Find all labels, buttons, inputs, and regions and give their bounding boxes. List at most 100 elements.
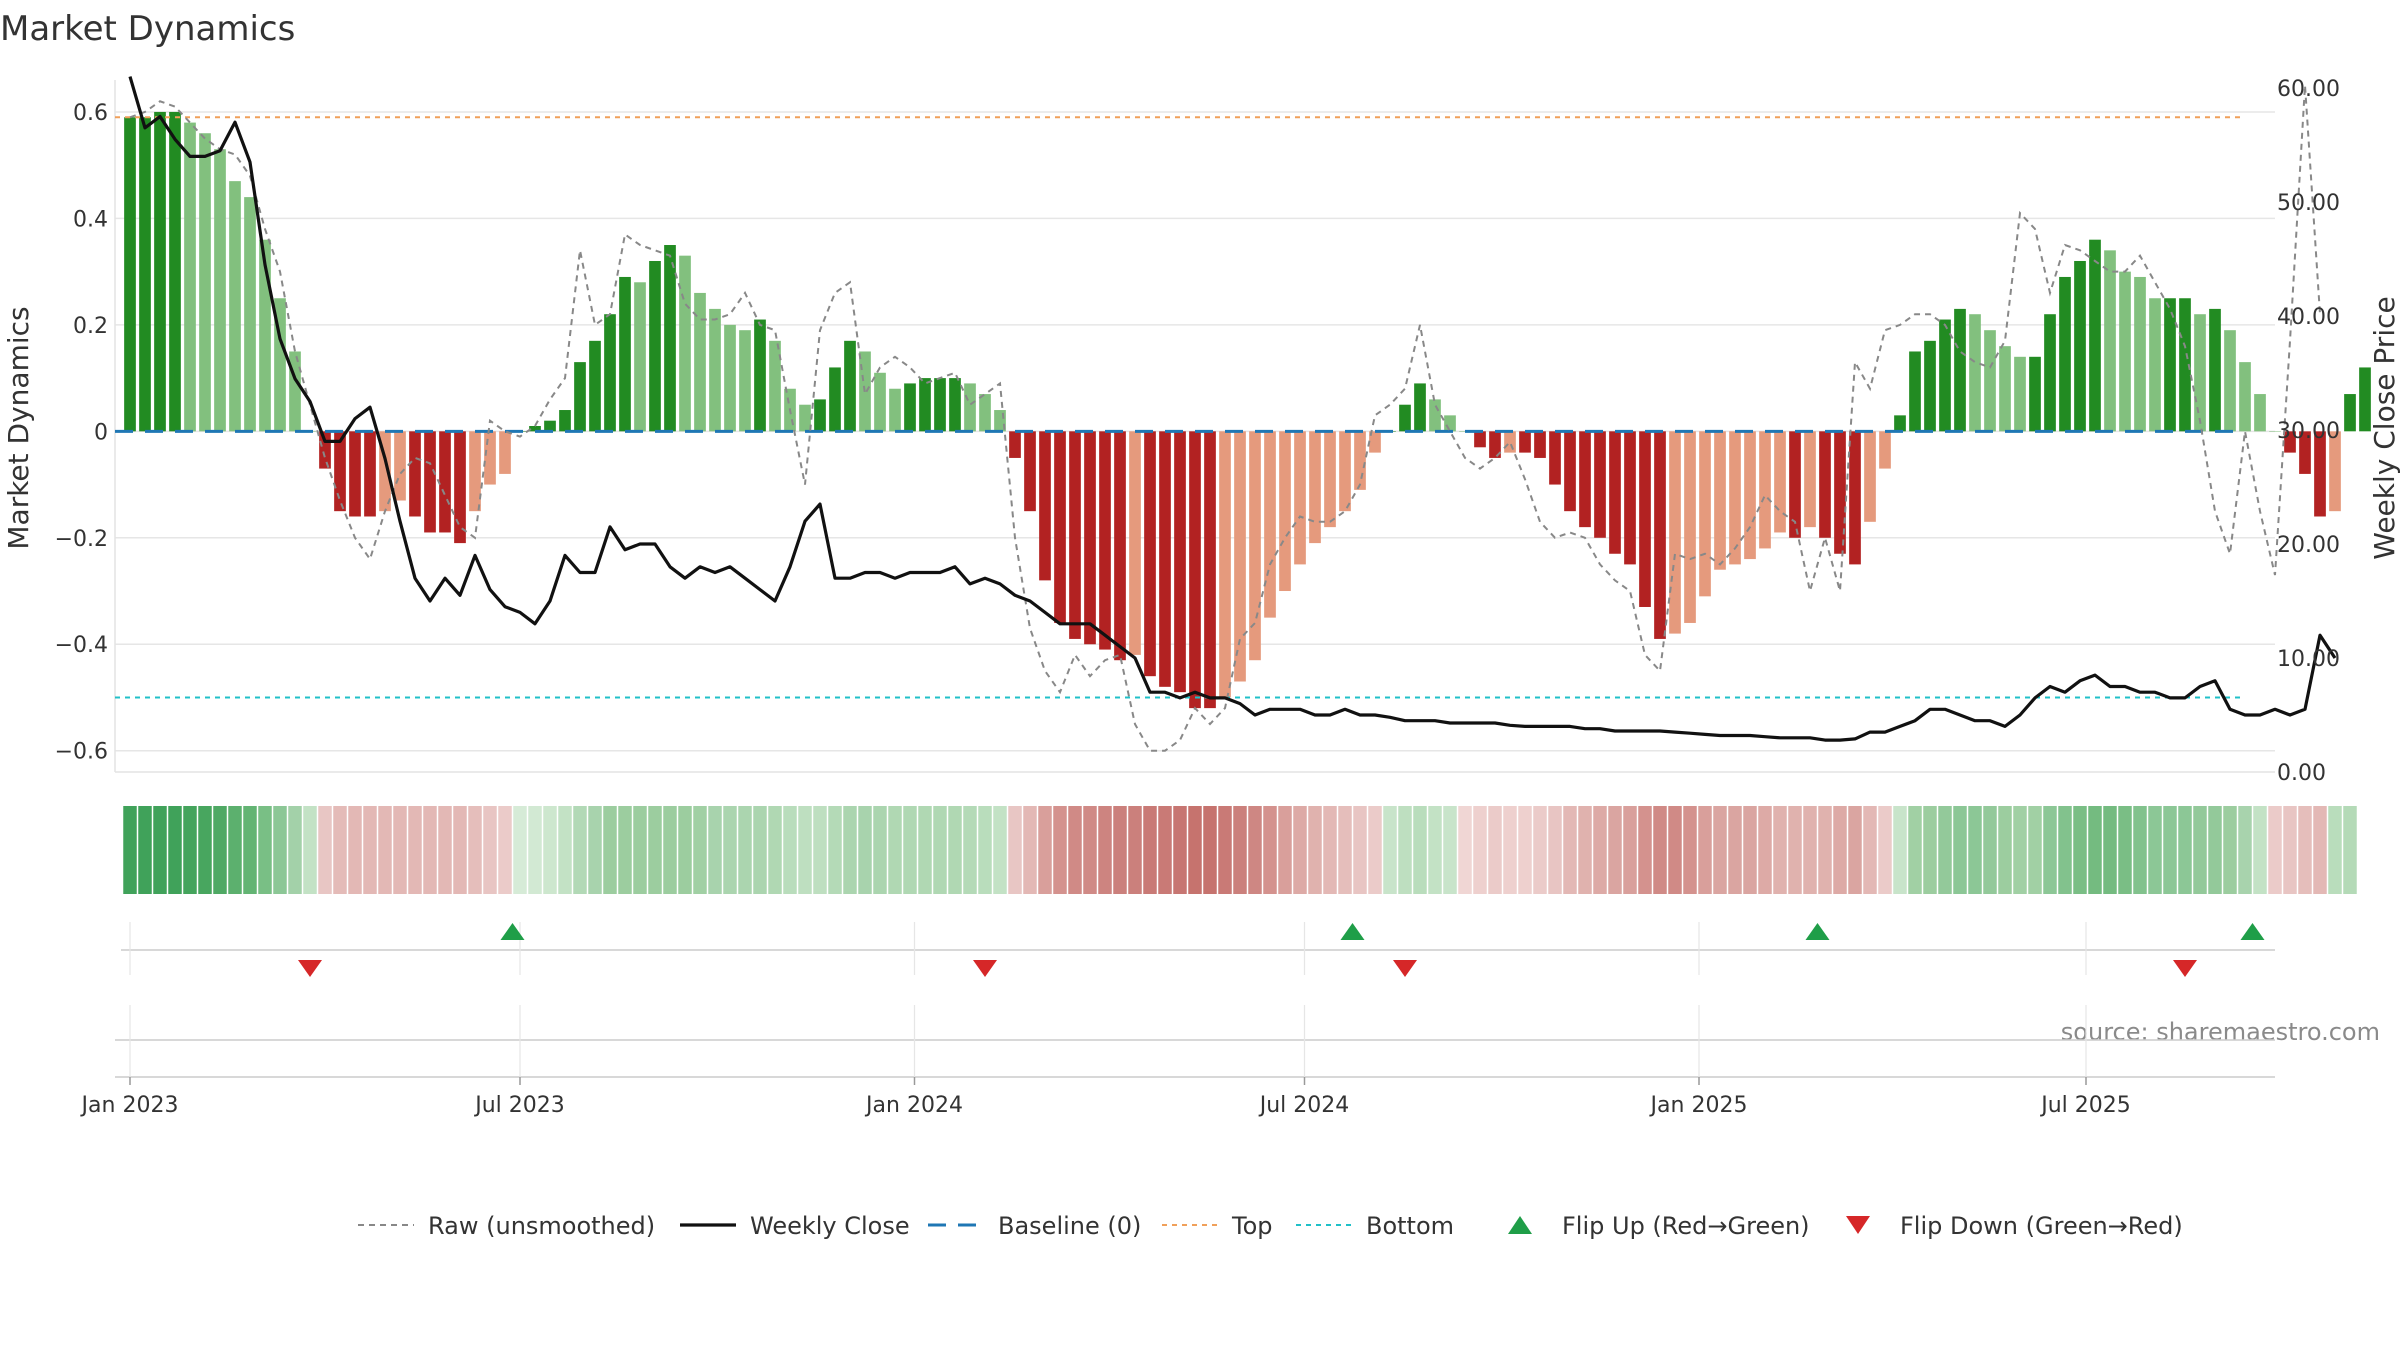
right-y-axis-label: Weekly Close Price [2368, 296, 2400, 559]
regime-band-cell [543, 806, 557, 894]
regime-band-cell [1323, 806, 1337, 894]
dynamics-bar [1369, 431, 1381, 453]
dynamics-bar [1429, 399, 1441, 432]
regime-band-cell [1533, 806, 1547, 894]
regime-band-cell [723, 806, 737, 894]
dynamics-bar [559, 410, 571, 432]
dynamics-bar [1654, 431, 1666, 639]
dynamics-bar [1864, 431, 1876, 522]
regime-band-cell [1908, 806, 1922, 894]
dynamics-bar [724, 324, 736, 432]
regime-band-cell [2103, 806, 2117, 894]
right-tick-label-5: 10.00 [2277, 647, 2340, 672]
regime-band-cell [1878, 806, 1892, 894]
dynamics-bar [1234, 431, 1246, 682]
regime-band-cell [1638, 806, 1652, 894]
regime-band-cell [378, 806, 392, 894]
regime-band-cell [1173, 806, 1187, 894]
regime-band-cell [1203, 806, 1217, 894]
right-tick-label-0: 60.00 [2277, 77, 2340, 102]
regime-band-cell [1263, 806, 1277, 894]
regime-band-cell [408, 806, 422, 894]
regime-band-cell [2088, 806, 2102, 894]
regime-band-cell [483, 806, 497, 894]
regime-band-cell [1818, 806, 1832, 894]
legend-label-flip_down: Flip Down (Green→Red) [1900, 1212, 2183, 1240]
regime-band-cell [1548, 806, 1562, 894]
regime-band-cell [663, 806, 677, 894]
dynamics-bar [1309, 431, 1321, 544]
regime-band-cell [153, 806, 167, 894]
dynamics-bar [1549, 431, 1561, 485]
right-tick-label-6: 0.00 [2277, 761, 2326, 786]
dynamics-bar [334, 431, 346, 512]
dynamics-bar [2269, 431, 2281, 432]
dynamics-bar [1324, 431, 1336, 528]
regime-band-cell [693, 806, 707, 894]
regime-band-cell [1278, 806, 1292, 894]
dynamics-bar [934, 378, 946, 432]
regime-band-cell [2133, 806, 2147, 894]
dynamics-bar [1879, 431, 1891, 469]
dynamics-bar [2059, 276, 2071, 432]
regime-band-cell [2283, 806, 2297, 894]
regime-band-cell [1383, 806, 1397, 894]
regime-band-cell [123, 806, 137, 894]
regime-band-cell [558, 806, 572, 894]
dynamics-bar [739, 330, 751, 432]
regime-band-cell [978, 806, 992, 894]
regime-band-cell [1428, 806, 1442, 894]
regime-band-cell [393, 806, 407, 894]
dynamics-bar [1939, 319, 1951, 432]
dynamics-bar [2359, 367, 2371, 432]
dynamics-bar [1564, 431, 1576, 512]
dynamics-bar [1789, 431, 1801, 538]
dynamics-bar [994, 410, 1006, 432]
dynamics-bar [229, 181, 241, 432]
regime-band-cell [318, 806, 332, 894]
dynamics-bar [2029, 356, 2041, 432]
dynamics-bar [439, 431, 451, 533]
regime-band-cell [168, 806, 182, 894]
regime-band-cell [1563, 806, 1577, 894]
source-credit: source: sharemaestro.com [2061, 1018, 2380, 1046]
dynamics-bar [184, 122, 196, 432]
regime-band-cell [873, 806, 887, 894]
dynamics-bar [1714, 431, 1726, 570]
right-tick-label-2: 40.00 [2277, 305, 2340, 330]
dynamics-bar [604, 314, 616, 432]
dynamics-bar [1159, 431, 1171, 687]
regime-band-cell [1773, 806, 1787, 894]
dynamics-bar [1144, 431, 1156, 677]
dynamics-bar [1924, 340, 1936, 432]
regime-band-cell [1293, 806, 1307, 894]
regime-band-cell [573, 806, 587, 894]
dynamics-bar [829, 367, 841, 432]
dynamics-bar [1609, 431, 1621, 554]
dynamics-bar [2014, 356, 2026, 432]
regime-band-cell [1488, 806, 1502, 894]
dynamics-bar [799, 404, 811, 432]
dynamics-bar [1084, 431, 1096, 645]
dynamics-bar [244, 197, 256, 432]
x-tick-label-4: Jan 2025 [1649, 1093, 1748, 1118]
dynamics-bars [124, 111, 2371, 709]
dynamics-bar [2314, 431, 2326, 517]
dynamics-bar [1999, 346, 2011, 432]
regime-band-cell [1683, 806, 1697, 894]
dynamics-bar [484, 431, 496, 485]
dynamics-bar [2344, 394, 2356, 432]
dynamics-bar [289, 351, 301, 432]
dynamics-bar [619, 276, 631, 432]
dynamics-bar [124, 117, 136, 432]
dynamics-bar [319, 431, 331, 469]
regime-band-cell [1803, 806, 1817, 894]
dynamics-bar [1099, 431, 1111, 650]
regime-band-cell [333, 806, 347, 894]
regime-band-cell [438, 806, 452, 894]
dynamics-bar [1054, 431, 1066, 623]
regime-band-cell [903, 806, 917, 894]
regime-band-cell [1218, 806, 1232, 894]
regime-band-cell [753, 806, 767, 894]
